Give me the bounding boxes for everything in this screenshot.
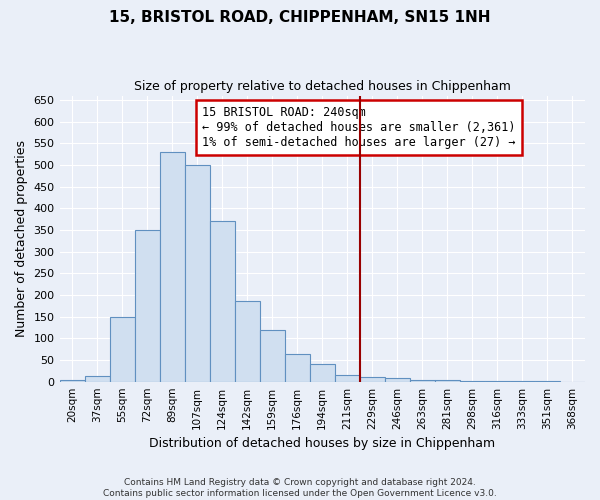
- Bar: [110, 316, 134, 382]
- Bar: [285, 354, 310, 382]
- Bar: [59, 380, 85, 382]
- Text: 15, BRISTOL ROAD, CHIPPENHAM, SN15 1NH: 15, BRISTOL ROAD, CHIPPENHAM, SN15 1NH: [109, 10, 491, 25]
- Bar: [335, 375, 360, 382]
- Bar: [435, 380, 460, 382]
- Bar: [209, 222, 235, 382]
- Bar: [235, 302, 260, 382]
- Bar: [134, 230, 160, 382]
- Bar: [160, 152, 185, 382]
- Text: Contains HM Land Registry data © Crown copyright and database right 2024.
Contai: Contains HM Land Registry data © Crown c…: [103, 478, 497, 498]
- Bar: [85, 376, 110, 382]
- Title: Size of property relative to detached houses in Chippenham: Size of property relative to detached ho…: [134, 80, 511, 93]
- Bar: [185, 165, 209, 382]
- Bar: [385, 378, 410, 382]
- Bar: [310, 364, 335, 382]
- X-axis label: Distribution of detached houses by size in Chippenham: Distribution of detached houses by size …: [149, 437, 496, 450]
- Bar: [410, 380, 435, 382]
- Bar: [360, 378, 385, 382]
- Y-axis label: Number of detached properties: Number of detached properties: [15, 140, 28, 337]
- Text: 15 BRISTOL ROAD: 240sqm
← 99% of detached houses are smaller (2,361)
1% of semi-: 15 BRISTOL ROAD: 240sqm ← 99% of detache…: [202, 106, 515, 150]
- Bar: [260, 330, 285, 382]
- Bar: [460, 381, 485, 382]
